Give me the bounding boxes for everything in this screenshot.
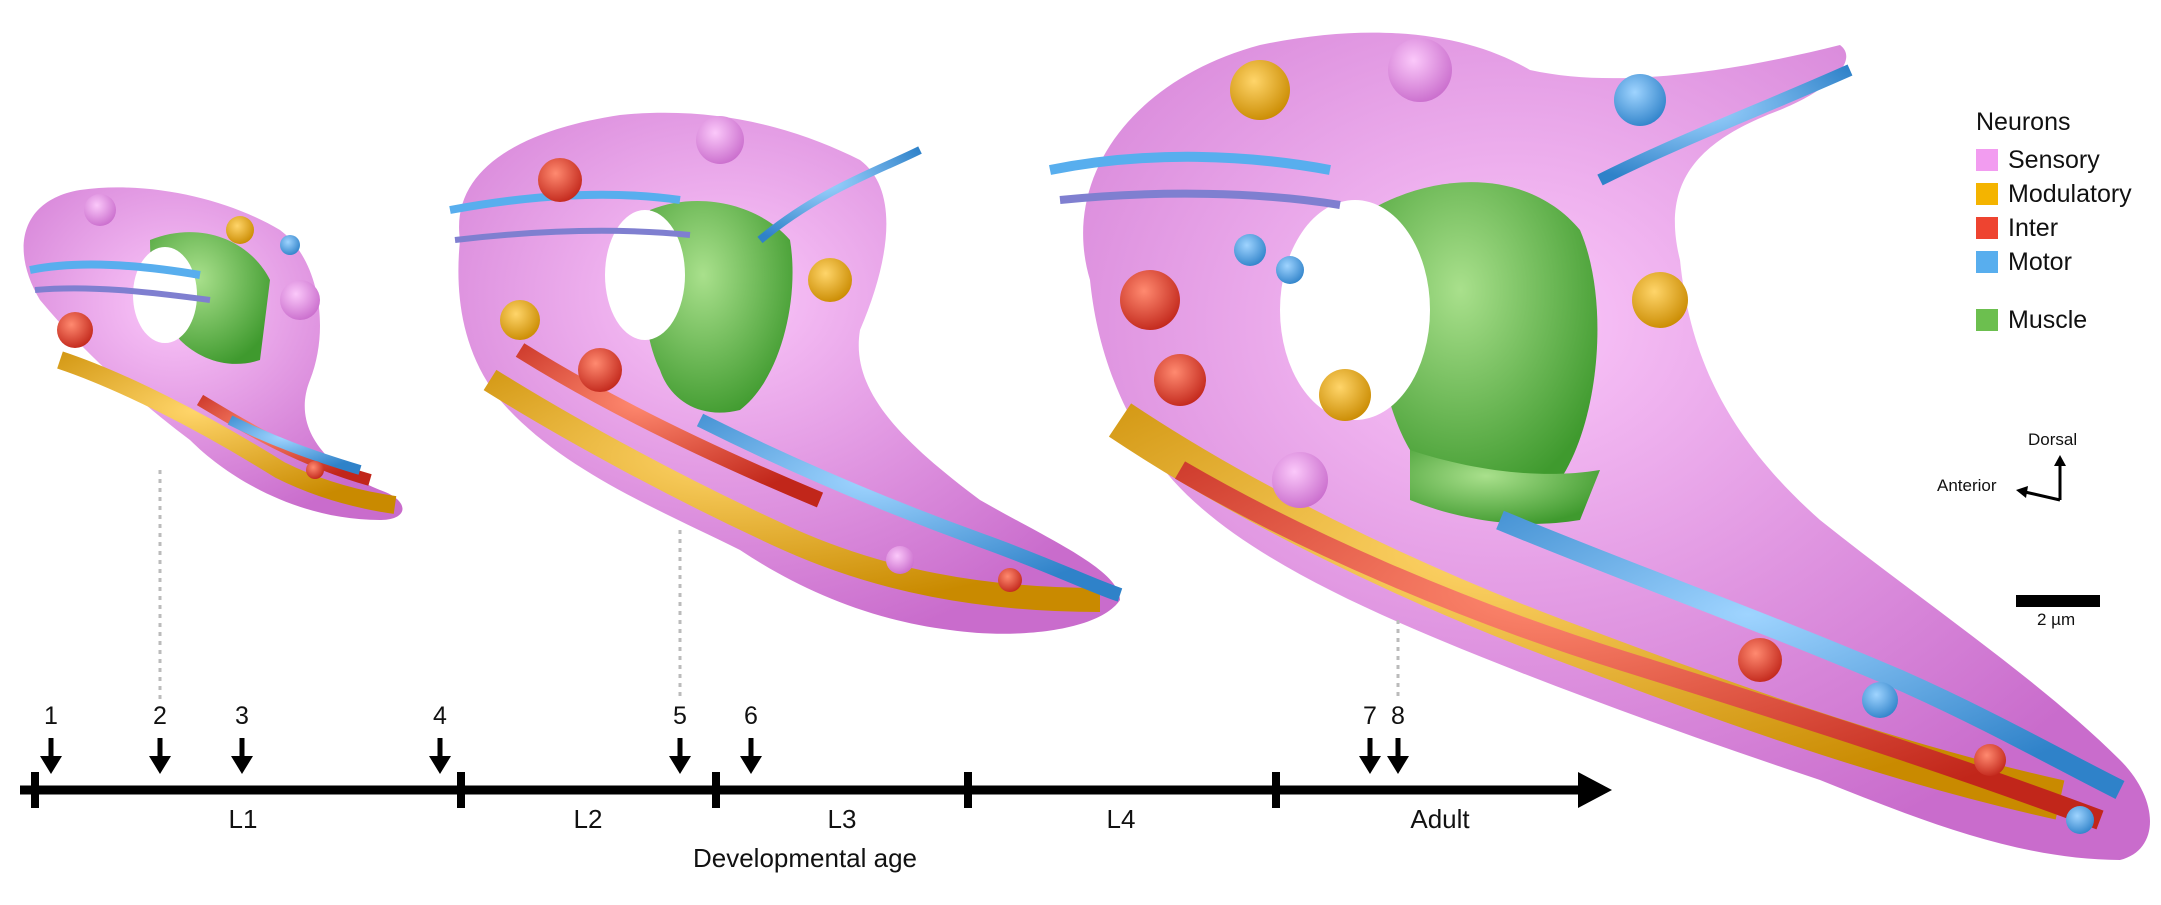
stage-boundary-tick-2: [457, 772, 465, 808]
legend-item-motor: Motor: [1976, 245, 2132, 279]
marker-number-8: 8: [1391, 702, 1405, 730]
stage-boundary-tick-4: [964, 772, 972, 808]
brain-rendering-large: [1049, 32, 2150, 861]
stage-label-l4: L4: [1106, 804, 1136, 834]
marker-arrow-1: [40, 738, 62, 774]
compass-label-dorsal: Dorsal: [2028, 430, 2078, 449]
marker-arrow-3: [231, 738, 253, 774]
stage-ticks: [31, 772, 1280, 808]
stage-label-l2: L2: [573, 804, 603, 834]
marker-arrow-8: [1387, 738, 1409, 774]
timeline-axis: [20, 738, 1612, 808]
marker-arrow-4: [429, 738, 451, 774]
swatch-muscle: [1976, 309, 1998, 331]
swatch-sensory: [1976, 149, 1998, 171]
legend-label-motor: Motor: [2008, 247, 2072, 276]
marker-number-7: 7: [1363, 702, 1377, 730]
swatch-motor: [1976, 251, 1998, 273]
legend-label-sensory: Sensory: [2008, 145, 2100, 174]
marker-number-4: 4: [433, 702, 447, 730]
stage-boundary-tick-3: [712, 772, 720, 808]
timeline-axis-title: Developmental age: [692, 843, 918, 873]
legend-item-sensory: Sensory: [1976, 143, 2132, 177]
stage-boundary-tick-1: [31, 772, 39, 808]
marker-number-6: 6: [744, 702, 758, 730]
stage-label-l1: L1: [228, 804, 258, 834]
swatch-inter: [1976, 217, 1998, 239]
marker-arrow-5: [669, 738, 691, 774]
marker-arrow-6: [740, 738, 762, 774]
marker-number-2: 2: [153, 702, 167, 730]
timeline-arrowhead: [1578, 772, 1612, 808]
marker-number-5: 5: [673, 702, 687, 730]
marker-arrow-7: [1359, 738, 1381, 774]
legend-label-modulatory: Modulatory: [2008, 179, 2132, 208]
scale-bar: [2016, 595, 2100, 607]
legend-item-modulatory: Modulatory: [1976, 177, 2132, 211]
stage-label-adult: Adult: [1410, 804, 1470, 834]
legend: Neurons Sensory Modulatory Inter Motor M…: [1976, 108, 2132, 337]
brain-rendering-medium: [449, 112, 1123, 634]
brain-rendering-small: [23, 187, 403, 521]
marker-arrows: [40, 738, 1409, 774]
marker-number-1: 1: [44, 702, 58, 730]
stage-label-l3: L3: [827, 804, 857, 834]
compass-label-anterior: Anterior: [1937, 476, 1997, 495]
legend-label-muscle: Muscle: [2008, 305, 2088, 334]
marker-number-3: 3: [235, 702, 249, 730]
marker-connectors: [158, 470, 1400, 700]
stage-boundary-tick-5: [1272, 772, 1280, 808]
marker-arrow-2: [149, 738, 171, 774]
swatch-modulatory: [1976, 183, 1998, 205]
legend-item-muscle: Muscle: [1976, 303, 2132, 337]
legend-label-inter: Inter: [2008, 213, 2059, 242]
scale-bar-label: 2 µm: [2037, 610, 2076, 629]
legend-item-inter: Inter: [1976, 211, 2132, 245]
legend-title: Neurons: [1976, 108, 2071, 136]
orientation-compass: [2016, 455, 2066, 502]
